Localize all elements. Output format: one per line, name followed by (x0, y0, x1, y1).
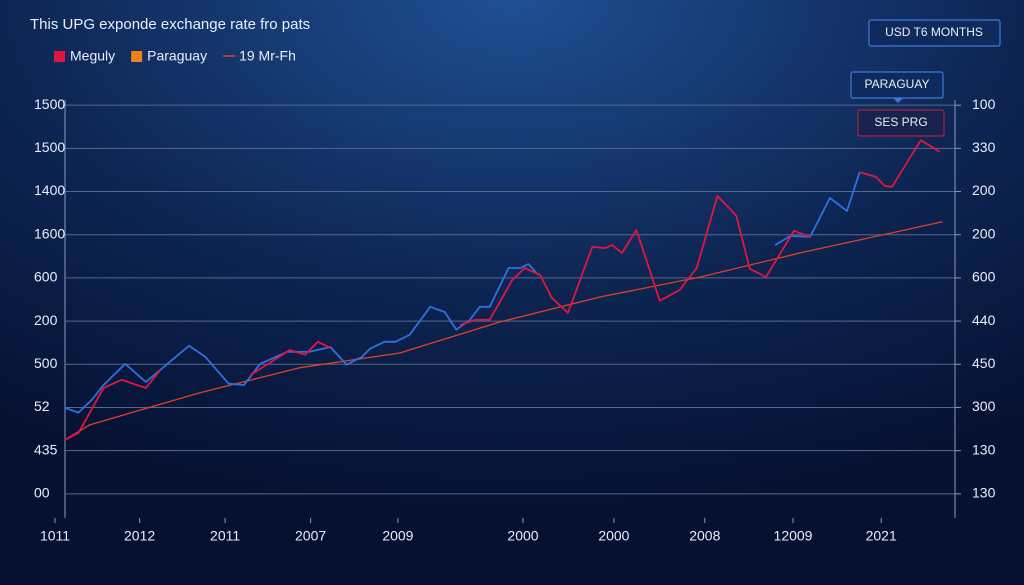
button-frame[interactable] (868, 19, 1001, 47)
series-line (64, 171, 861, 414)
y-tick-label: 1600 (34, 225, 65, 241)
y-tick-label: 200 (34, 312, 58, 328)
chart-title: This UPG exponde exchange rate fro pats (30, 16, 310, 33)
tooltip-paraguay: PARAGUAY (850, 71, 944, 103)
range-button[interactable]: USD T6 MONTHS (868, 19, 1001, 47)
x-tick-label: 2012 (124, 528, 155, 544)
y-tick-label: 1400 (34, 182, 65, 198)
series-line (64, 221, 943, 441)
x-tick-label: 2007 (295, 528, 326, 544)
x-tick-label: 2000 (507, 528, 538, 544)
legend-swatch (54, 51, 65, 62)
y2-tick-label: 200 (972, 182, 996, 198)
y2-tick-label: 450 (972, 355, 996, 371)
tooltip-label: PARAGUAY (865, 77, 930, 91)
tooltip-pointer (893, 98, 903, 103)
legend-label: 19 Mr-Fh (239, 48, 296, 64)
legend-label: Meguly (70, 48, 115, 64)
tooltip-label: SES PRG (874, 115, 927, 129)
legend-swatch (131, 51, 143, 62)
x-tick-label: 2009 (382, 528, 413, 544)
series-line (64, 139, 941, 441)
y-tick-label: 1500 (34, 96, 65, 112)
y2-tick-label: 130 (972, 441, 996, 457)
y2-tick-label: 100 (972, 96, 996, 112)
y2-tick-label: 300 (972, 398, 996, 414)
x-tick-label: 12009 (774, 528, 813, 544)
y-tick-label: 435 (34, 441, 58, 457)
x-tick-label: 2011 (210, 528, 240, 544)
tooltip-prg: SES PRG (857, 109, 945, 137)
x-tick-label: 2021 (866, 528, 897, 544)
x-tick-label: 2008 (689, 528, 720, 544)
x-tick-label: 2000 (598, 528, 629, 544)
y-tick-label: 52 (34, 398, 50, 414)
legend-label: Paraguay (147, 48, 207, 64)
x-tick-label: 1011 (40, 528, 70, 544)
button-label[interactable]: USD T6 MONTHS (885, 25, 983, 39)
y2-tick-label: 130 (972, 485, 996, 501)
tooltip-frame (857, 109, 945, 137)
y-tick-label: 600 (34, 269, 58, 285)
y-tick-label: 1500 (34, 139, 65, 155)
y2-tick-label: 330 (972, 139, 996, 155)
y2-tick-label: 440 (972, 312, 996, 328)
y2-tick-label: 200 (972, 225, 996, 241)
y2-tick-label: 600 (972, 269, 996, 285)
y-tick-label: 00 (34, 485, 50, 501)
y-tick-label: 500 (34, 355, 58, 371)
